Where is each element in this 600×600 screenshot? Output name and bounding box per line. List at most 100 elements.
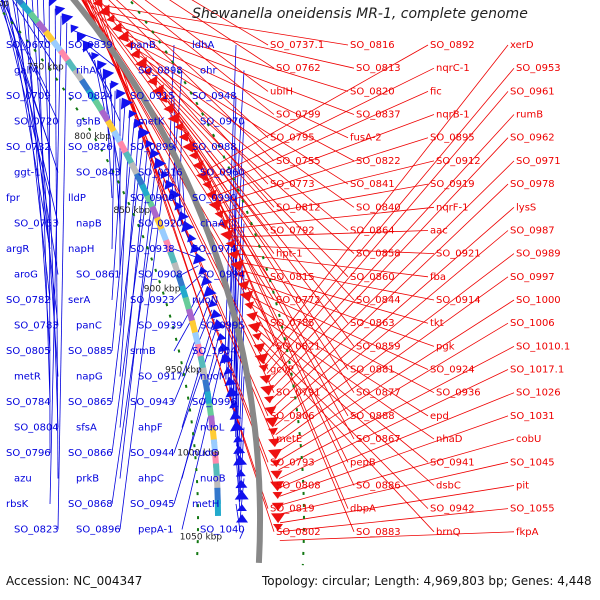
forward-gene-label: galM xyxy=(14,66,38,77)
reverse-gene-arrow xyxy=(205,189,217,200)
genome-summary-text: Topology: circular; Length: 4,969,803 bp… xyxy=(262,574,592,588)
reverse-gene-label: SO_0877 xyxy=(356,388,401,399)
label-guide-line xyxy=(167,44,175,189)
forward-gene-label: SO_0938 xyxy=(130,244,175,255)
forward-gene-label: SO_0939 xyxy=(138,321,183,332)
label-guide-line xyxy=(158,85,355,301)
forward-gene-label: SO_0948 xyxy=(192,91,237,102)
reverse-gene-label: hpt-1 xyxy=(276,249,303,260)
label-guide-line xyxy=(111,90,116,250)
label-guide-line xyxy=(144,62,349,231)
reverse-gene-label: SO_0772 xyxy=(276,295,321,306)
reverse-gene-arrow xyxy=(252,332,262,341)
reverse-gene-arrow xyxy=(135,56,147,69)
forward-gene-label: pepA-1 xyxy=(138,525,173,536)
label-guide-line xyxy=(253,312,435,440)
reverse-gene-label: gcvP xyxy=(270,365,294,376)
forward-gene-arrow xyxy=(70,24,79,34)
forward-gene-label: SO_0782 xyxy=(6,295,51,306)
label-guide-line xyxy=(266,91,509,374)
kbp-tick-label: 1000 kbp xyxy=(177,449,220,459)
forward-gene-label: fpr xyxy=(6,193,21,204)
forward-gene-label: SO_0824 xyxy=(68,91,113,102)
label-guide-line xyxy=(184,131,355,440)
reverse-gene-label: SO_0881 xyxy=(350,365,395,376)
label-guide-line xyxy=(173,248,196,258)
label-guide-line xyxy=(230,230,429,238)
label-guide-line xyxy=(109,12,355,69)
reverse-gene-label: nhaD xyxy=(436,434,463,445)
label-guide-line xyxy=(181,354,224,530)
reverse-gene-arrow xyxy=(124,40,134,49)
reverse-gene-label: xerD xyxy=(510,40,534,51)
reverse-gene-label: ubiH xyxy=(270,86,293,97)
reverse-gene-label: SO_0813 xyxy=(356,63,401,74)
forward-gene-label: SO_0732 xyxy=(6,142,51,153)
label-guide-line xyxy=(249,295,435,394)
forward-gene-arrow xyxy=(233,455,248,466)
reverse-gene-label: nqrC-1 xyxy=(436,63,470,74)
reverse-gene-label: fic xyxy=(430,86,442,97)
reverse-gene-label: SO_0971 xyxy=(516,156,561,167)
label-guide-line xyxy=(173,345,222,505)
forward-gene-arrow xyxy=(200,276,213,286)
reverse-gene-label: SO_0799 xyxy=(276,110,321,121)
label-guide-line xyxy=(54,8,59,479)
kbp-tick-label: 800 kbp xyxy=(74,132,111,142)
forward-gene-label: SO_0868 xyxy=(68,499,113,510)
reverse-gene-label: dsbC xyxy=(436,480,461,491)
reverse-gene-label: SO_0962 xyxy=(510,133,555,144)
kbp-tick-label: 850 kbp xyxy=(113,206,150,216)
reverse-gene-label: SO_0867 xyxy=(356,434,401,445)
forward-gene-label: panC xyxy=(76,321,102,332)
reverse-gene-label: SO_0815 xyxy=(270,272,315,283)
reverse-gene-label: fkpA xyxy=(516,527,539,538)
reverse-gene-label: fusA-2 xyxy=(350,133,382,144)
forward-gene-label: SO_0826 xyxy=(68,142,113,153)
reverse-gene-arrow xyxy=(264,416,279,428)
reverse-gene-arrow xyxy=(220,229,234,241)
reverse-gene-arrow xyxy=(189,151,198,160)
reverse-gene-arrow xyxy=(158,94,168,103)
label-guide-line xyxy=(279,438,515,506)
forward-gene-arrow xyxy=(235,479,248,489)
forward-gene-arrow xyxy=(174,202,184,211)
reverse-gene-arrow xyxy=(167,112,180,124)
forward-gene-arrow xyxy=(234,489,249,500)
reverse-gene-arrow xyxy=(214,209,224,219)
forward-gene-label: SO_0960 xyxy=(200,168,245,179)
forward-gene-label: panB xyxy=(130,40,156,51)
reverse-gene-label: SO_0762 xyxy=(276,63,321,74)
reverse-gene-label: SO_0841 xyxy=(350,179,395,190)
reverse-gene-label: SO_0819 xyxy=(270,504,315,515)
forward-gene-label: SO_0885 xyxy=(68,346,113,357)
reverse-gene-label: SO_1000 xyxy=(516,295,561,306)
label-guide-line xyxy=(21,0,59,326)
forward-gene-label: nuoN xyxy=(192,295,218,306)
reverse-gene-label: SO_1026 xyxy=(516,388,561,399)
reverse-gene-arrow xyxy=(178,131,190,142)
forward-gene-label: SO_0866 xyxy=(68,448,113,459)
reverse-gene-label: SO_0792 xyxy=(270,225,315,236)
reverse-gene-label: SO_0978 xyxy=(510,179,555,190)
label-guide-line xyxy=(241,270,429,324)
label-guide-line xyxy=(7,0,51,250)
reverse-gene-label: SO_1010.1 xyxy=(516,341,570,352)
kbp-tick-label: 1050 kbp xyxy=(180,532,223,542)
reverse-gene-arrow xyxy=(247,321,262,333)
label-guide-line xyxy=(48,1,51,454)
reverse-gene-arrow xyxy=(253,342,266,353)
label-guide-line xyxy=(92,0,275,486)
forward-gene-label: ahpC xyxy=(138,474,164,485)
reverse-gene-label: SO_0919 xyxy=(430,179,475,190)
label-guide-line xyxy=(279,485,515,524)
forward-gene-arrow xyxy=(76,32,87,43)
label-guide-line xyxy=(227,206,435,230)
label-guide-line xyxy=(181,265,199,275)
forward-gene-arrow xyxy=(235,469,246,477)
label-guide-line xyxy=(276,276,509,444)
label-guide-line xyxy=(95,0,269,509)
label-guide-line xyxy=(119,163,157,479)
forward-gene-arrow xyxy=(149,148,161,160)
reverse-gene-arrow xyxy=(271,513,285,524)
